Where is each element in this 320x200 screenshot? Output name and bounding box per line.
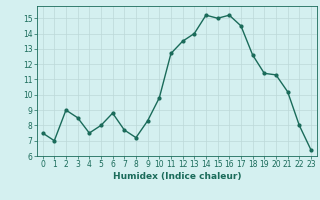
X-axis label: Humidex (Indice chaleur): Humidex (Indice chaleur) <box>113 172 241 181</box>
